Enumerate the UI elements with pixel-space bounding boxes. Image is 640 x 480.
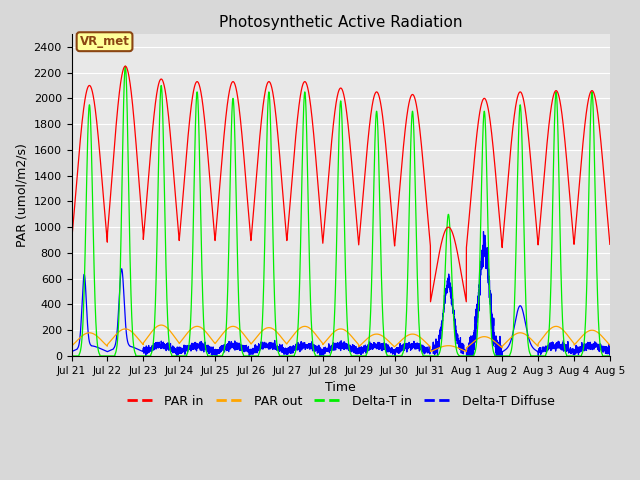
Delta-T Diffuse: [492, 333, 500, 339]
Delta-T in: [606, 353, 614, 359]
Delta-T Diffuse: [605, 350, 613, 356]
Delta-T in: [492, 353, 500, 359]
PAR out: [321, 340, 328, 346]
PAR out: [427, 349, 435, 355]
PAR out: [157, 322, 165, 328]
PAR in: [321, 221, 328, 227]
PAR in: [606, 241, 614, 247]
Delta-T Diffuse: [479, 228, 487, 234]
Delta-T in: [461, 353, 469, 359]
PAR in: [461, 294, 469, 300]
Y-axis label: PAR (umol/m2/s): PAR (umol/m2/s): [15, 143, 28, 247]
Delta-T Diffuse: [461, 347, 469, 353]
Legend: PAR in, PAR out, Delta-T in, Delta-T Diffuse: PAR in, PAR out, Delta-T in, Delta-T Dif…: [122, 390, 560, 412]
Delta-T Diffuse: [606, 348, 614, 353]
Delta-T in: [164, 330, 172, 336]
PAR in: [122, 63, 129, 69]
PAR out: [606, 342, 614, 348]
PAR out: [605, 342, 613, 348]
Line: PAR in: PAR in: [72, 66, 610, 302]
Line: Delta-T in: Delta-T in: [72, 66, 610, 356]
PAR in: [432, 270, 440, 276]
PAR in: [164, 112, 172, 118]
Delta-T in: [122, 63, 129, 69]
Delta-T Diffuse: [321, 348, 328, 354]
Text: VR_met: VR_met: [79, 35, 129, 48]
Delta-T Diffuse: [431, 345, 439, 350]
PAR out: [492, 340, 500, 346]
Title: Photosynthetic Active Radiation: Photosynthetic Active Radiation: [219, 15, 463, 30]
PAR in: [605, 236, 613, 242]
PAR out: [432, 347, 440, 352]
PAR in: [68, 239, 76, 245]
Line: PAR out: PAR out: [72, 325, 610, 352]
Line: Delta-T Diffuse: Delta-T Diffuse: [72, 231, 610, 356]
PAR in: [427, 299, 435, 305]
PAR in: [492, 175, 500, 180]
Delta-T Diffuse: [173, 353, 181, 359]
X-axis label: Time: Time: [325, 381, 356, 394]
Delta-T in: [321, 353, 328, 359]
PAR out: [461, 348, 469, 354]
Delta-T Diffuse: [164, 345, 172, 350]
Delta-T in: [68, 353, 76, 359]
PAR out: [164, 326, 172, 332]
PAR out: [68, 343, 76, 349]
Delta-T in: [605, 353, 613, 359]
Delta-T Diffuse: [68, 349, 76, 355]
Delta-T in: [431, 353, 439, 359]
